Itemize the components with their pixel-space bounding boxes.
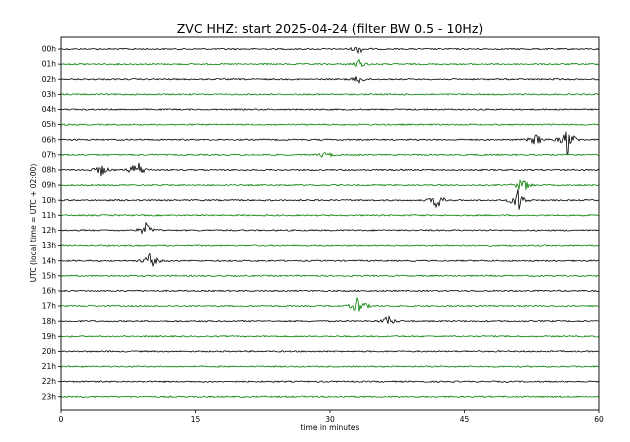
x-tick-label: 30 (325, 415, 335, 424)
y-axis-label: UTC (local time = UTC + 02:00) (29, 164, 38, 283)
x-axis-ticks: 0 15 30 45 60 (59, 410, 604, 424)
trace-02h (60, 76, 600, 84)
hour-label: 23h (42, 392, 57, 401)
trace-15h (60, 274, 600, 278)
x-tick-label: 15 (191, 415, 201, 424)
trace-11h (60, 213, 600, 217)
trace-08h (60, 162, 600, 177)
trace-04h (60, 108, 600, 111)
trace-10h (60, 189, 600, 210)
hour-label: 19h (42, 332, 57, 341)
trace-00h (60, 46, 600, 55)
hour-label: 12h (42, 226, 57, 235)
trace-18h (60, 314, 600, 324)
trace-07h (60, 152, 600, 158)
x-tick-label: 45 (460, 415, 470, 424)
hour-label: 07h (42, 150, 57, 159)
trace-20h (61, 350, 600, 353)
trace-22h (60, 380, 600, 383)
hour-label: 02h (42, 75, 57, 84)
trace-14h (60, 252, 600, 268)
trace-21h (60, 365, 600, 368)
hour-label: 05h (42, 120, 57, 129)
trace-05h (60, 123, 600, 126)
trace-group (60, 46, 600, 399)
hour-label: 00h (42, 45, 57, 54)
hour-label: 15h (42, 271, 57, 280)
hour-label: 10h (42, 196, 57, 205)
x-tick-label: 0 (59, 415, 64, 424)
trace-16h (60, 289, 600, 293)
hour-label: 04h (42, 105, 57, 114)
x-axis-label: time in minutes (301, 423, 360, 432)
trace-09h (60, 179, 600, 190)
hour-label: 06h (42, 135, 57, 144)
x-tick-label: 60 (594, 415, 604, 424)
hour-label: 20h (42, 347, 57, 356)
hour-label: 13h (42, 241, 57, 250)
trace-06h (60, 131, 600, 155)
hour-label: 14h (42, 256, 57, 265)
hour-label: 18h (42, 317, 57, 326)
plot-frame (60, 36, 600, 411)
hour-label: 01h (42, 60, 57, 69)
hour-labels: 00h 01h 02h 03h 04h 05h 06h 07h 08h 09h 10h 11h 12h 1… (42, 45, 61, 401)
hour-label: 22h (42, 377, 57, 386)
trace-17h (60, 296, 600, 312)
trace-23h (60, 395, 600, 399)
trace-12h (60, 221, 600, 235)
hour-label: 21h (42, 362, 57, 371)
trace-03h (60, 93, 600, 96)
hour-label: 11h (42, 211, 57, 220)
hour-label: 08h (42, 166, 57, 175)
hour-label: 03h (42, 90, 57, 99)
hour-label: 09h (42, 181, 57, 190)
chart-title: ZVC HHZ: start 2025-04-24 (filter BW 0.5… (177, 21, 484, 36)
hour-label: 17h (42, 302, 57, 311)
trace-13h (60, 244, 600, 247)
trace-01h (60, 58, 600, 68)
trace-19h (60, 334, 600, 338)
hour-label: 16h (42, 287, 57, 296)
